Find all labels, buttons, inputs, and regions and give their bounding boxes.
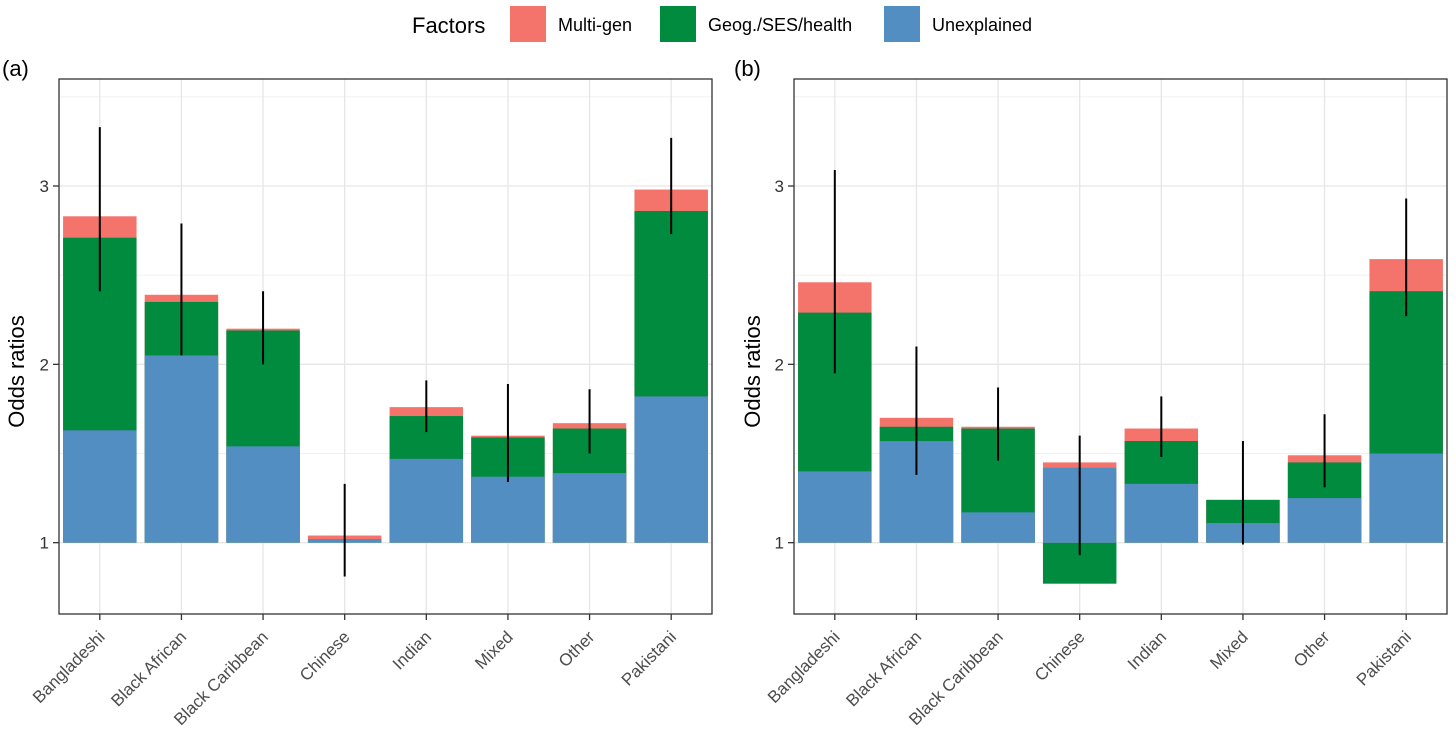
- legend-swatch-geog: [660, 6, 696, 42]
- x-tick-label: Indian: [389, 627, 435, 673]
- legend: Factors Multi-gen Geog./SES/health Unexp…: [412, 6, 1032, 42]
- legend-title: Factors: [412, 13, 485, 38]
- bar-unexplained: [1369, 453, 1443, 543]
- bar-unexplained: [1287, 498, 1362, 543]
- y-tick-label: 2: [775, 355, 784, 374]
- x-tick-label: Other: [1290, 627, 1334, 671]
- bar-unexplained: [1124, 483, 1199, 543]
- x-tick-label: Bangladeshi: [29, 627, 109, 707]
- x-tick-label: Pakistani: [618, 627, 680, 689]
- x-tick-label: Black African: [842, 627, 925, 710]
- legend-swatch-multigen: [510, 6, 546, 42]
- y-tick-label: 3: [775, 177, 784, 196]
- panel-border: [58, 78, 713, 615]
- legend-label-geog: Geog./SES/health: [708, 15, 852, 35]
- bar-unexplained: [471, 476, 545, 543]
- y-axis-title: Odds ratios: [740, 315, 765, 428]
- bar-unexplained: [961, 512, 1035, 543]
- bar-unexplained: [389, 458, 464, 543]
- bar-unexplained: [226, 446, 300, 543]
- legend-label-multigen: Multi-gen: [558, 15, 632, 35]
- bar-unexplained: [634, 396, 708, 543]
- legend-swatch-unexplained: [884, 6, 920, 42]
- x-tick-label: Indian: [1124, 627, 1170, 673]
- x-tick-label: Mixed: [1206, 627, 1252, 673]
- bar-unexplained: [552, 473, 627, 543]
- x-tick-label: Mixed: [471, 627, 517, 673]
- x-tick-label: Bangladeshi: [764, 627, 844, 707]
- x-tick-label: Black African: [107, 627, 190, 710]
- panel-border: [793, 78, 1448, 615]
- x-tick-label: Pakistani: [1353, 627, 1415, 689]
- bar-unexplained: [63, 430, 137, 543]
- y-tick-label: 3: [40, 177, 49, 196]
- bar-unexplained: [144, 355, 219, 543]
- y-tick-label: 1: [775, 534, 784, 553]
- panel-label-b: (b): [734, 56, 761, 81]
- x-tick-label: Chinese: [1031, 627, 1089, 685]
- bar-unexplained: [798, 471, 872, 543]
- y-tick-label: 1: [40, 534, 49, 553]
- legend-label-unexplained: Unexplained: [932, 15, 1032, 35]
- y-tick-label: 2: [40, 355, 49, 374]
- x-tick-label: Chinese: [296, 627, 354, 685]
- y-axis-title: Odds ratios: [4, 315, 29, 428]
- panel-label-a: (a): [2, 56, 29, 81]
- x-tick-label: Other: [555, 627, 599, 671]
